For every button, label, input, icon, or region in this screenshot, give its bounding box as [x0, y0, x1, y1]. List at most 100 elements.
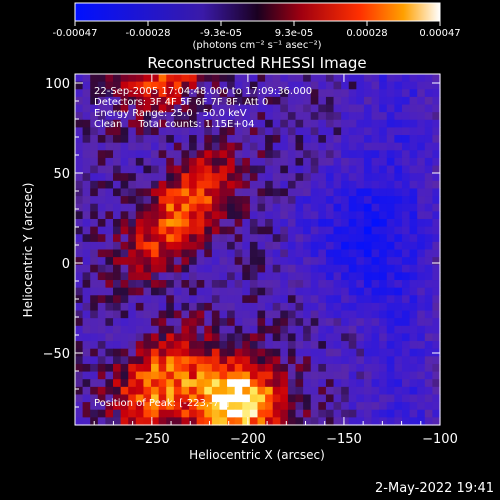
- heatmap-cell: [272, 379, 281, 388]
- heatmap-cell: [158, 302, 167, 312]
- heatmap-cell: [432, 218, 441, 228]
- heatmap-cell: [105, 264, 114, 273]
- heatmap-cell: [303, 135, 312, 144]
- heatmap-cell: [371, 150, 380, 159]
- heatmap-cell: [379, 211, 388, 220]
- heatmap-cell: [82, 379, 91, 388]
- heatmap-cell: [310, 325, 319, 335]
- heatmap-cell: [417, 386, 426, 396]
- heatmap-cell: [204, 119, 213, 129]
- heatmap-cell: [242, 142, 251, 151]
- heatmap-cell: [310, 402, 319, 411]
- heatmap-cell: [227, 363, 236, 373]
- heatmap-cell: [196, 142, 205, 151]
- heatmap-cell: [424, 234, 433, 243]
- heatmap-cell: [120, 333, 129, 342]
- heatmap-cell: [227, 318, 236, 327]
- heatmap-cell: [97, 386, 107, 396]
- heatmap-cell: [424, 394, 433, 403]
- heatmap-cell: [249, 112, 259, 121]
- heatmap-cell: [409, 157, 418, 167]
- heatmap-cell: [401, 318, 411, 327]
- heatmap-cell: [181, 325, 190, 335]
- heatmap-cell: [143, 119, 152, 129]
- heatmap-cell: [424, 127, 433, 136]
- heatmap-cell: [356, 188, 365, 197]
- heatmap-cell: [348, 356, 357, 365]
- heatmap-cell: [432, 363, 441, 373]
- heatmap-cell: [310, 287, 319, 296]
- heatmap-cell: [287, 218, 297, 228]
- heatmap-cell: [196, 394, 205, 403]
- heatmap-cell: [196, 295, 205, 304]
- heatmap-cell: [386, 402, 395, 411]
- heatmap-cell: [432, 402, 441, 411]
- heatmap-cell: [211, 157, 221, 167]
- heatmap-cell: [143, 74, 152, 83]
- heatmap-cell: [348, 165, 357, 174]
- heatmap-cell: [295, 112, 304, 121]
- heatmap-cell: [97, 203, 107, 212]
- heatmap-cell: [325, 249, 335, 258]
- heatmap-cell: [295, 394, 304, 403]
- heatmap-cell: [128, 234, 137, 243]
- heatmap-cell: [173, 394, 183, 403]
- heatmap-cell: [189, 180, 198, 190]
- heatmap-cell: [363, 173, 373, 182]
- heatmap-cell: [310, 211, 319, 220]
- heatmap-cell: [120, 417, 129, 426]
- heatmap-cell: [113, 310, 122, 319]
- heatmap-cell: [356, 203, 365, 212]
- heatmap-cell: [409, 218, 418, 228]
- heatmap-cell: [249, 104, 259, 113]
- heatmap-cell: [371, 112, 380, 121]
- heatmap-cell: [272, 173, 281, 182]
- heatmap-cell: [166, 341, 175, 350]
- heatmap-cell: [272, 394, 281, 403]
- heatmap-cell: [379, 371, 388, 380]
- heatmap-cell: [151, 356, 160, 365]
- heatmap-cell: [173, 180, 183, 190]
- heatmap-cell: [196, 379, 205, 388]
- heatmap-cell: [189, 203, 198, 212]
- heatmap-cell: [325, 211, 335, 220]
- heatmap-cell: [219, 356, 228, 365]
- heatmap-cell: [371, 356, 380, 365]
- heatmap-cell: [120, 226, 129, 235]
- heatmap-cell: [287, 280, 297, 289]
- heatmap-cell: [219, 379, 228, 388]
- heatmap-cell: [128, 218, 137, 228]
- heatmap-cell: [166, 257, 175, 266]
- heatmap-cell: [409, 318, 418, 327]
- heatmap-cell: [424, 402, 433, 411]
- heatmap-cell: [158, 363, 167, 373]
- heatmap-cell: [363, 379, 373, 388]
- heatmap-cell: [348, 104, 357, 113]
- heatmap-cell: [196, 180, 205, 190]
- heatmap-cell: [272, 89, 281, 98]
- heatmap-cell: [356, 417, 365, 426]
- heatmap-cell: [97, 89, 107, 98]
- heatmap-cell: [257, 157, 266, 167]
- heatmap-cell: [211, 188, 221, 197]
- heatmap-cell: [265, 264, 274, 273]
- heatmap-cell: [333, 226, 342, 235]
- heatmap-cell: [105, 119, 114, 129]
- heatmap-cell: [75, 112, 84, 121]
- heatmap-cell: [128, 287, 137, 296]
- heatmap-cell: [394, 157, 403, 167]
- heatmap-cell: [417, 264, 426, 273]
- heatmap-cell: [280, 218, 289, 228]
- heatmap-cell: [204, 394, 213, 403]
- heatmap-cell: [295, 325, 304, 335]
- heatmap-cell: [181, 348, 190, 357]
- heatmap-cell: [363, 104, 373, 113]
- heatmap-cell: [204, 234, 213, 243]
- heatmap-cell: [280, 203, 289, 212]
- heatmap-cell: [417, 119, 426, 129]
- heatmap-cell: [417, 188, 426, 197]
- heatmap-cell: [173, 356, 183, 365]
- heatmap-cell: [82, 142, 91, 151]
- heatmap-cell: [394, 287, 403, 296]
- heatmap-cell: [82, 348, 91, 357]
